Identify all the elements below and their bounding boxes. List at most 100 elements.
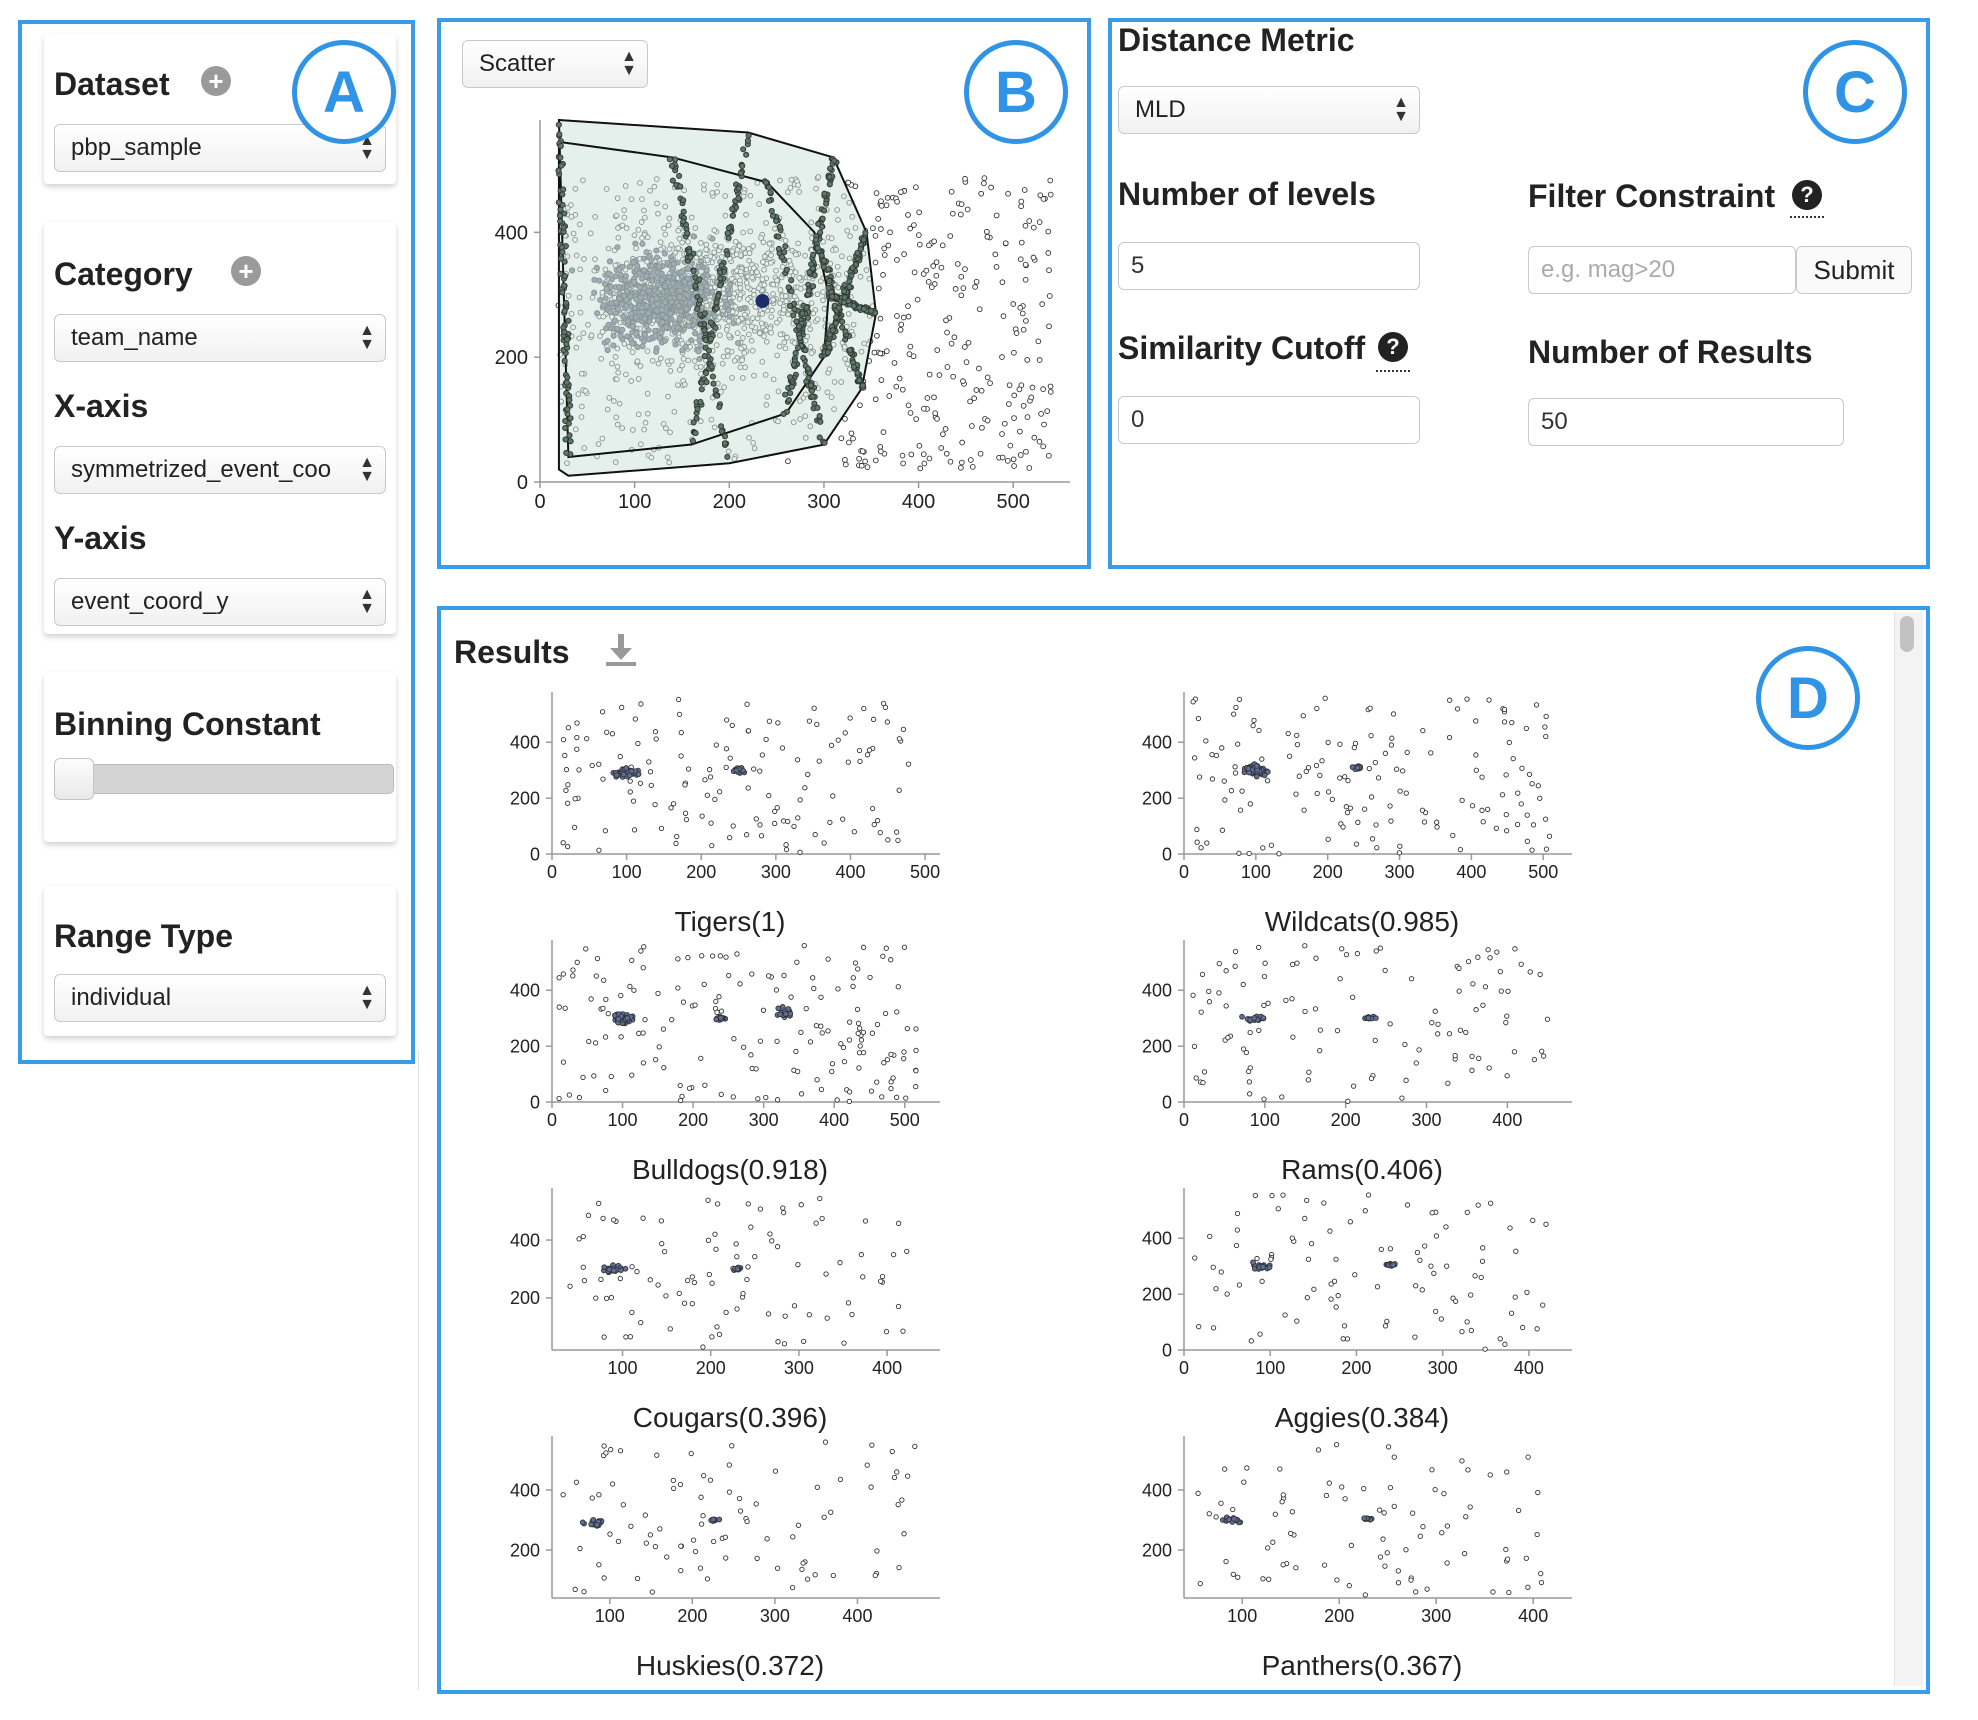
result-chart-bulldogs[interactable]: 0 100 200 300 400 500 0 200 400 bbox=[480, 932, 950, 1142]
filter-constraint-input[interactable]: e.g. mag>20 bbox=[1528, 246, 1796, 294]
scatter-point bbox=[729, 722, 735, 729]
scatter-point bbox=[1494, 949, 1500, 955]
download-icon[interactable] bbox=[604, 632, 638, 668]
scatter-point bbox=[1504, 1556, 1511, 1562]
levels-input[interactable]: 5 bbox=[1118, 242, 1420, 290]
scatter-point bbox=[706, 766, 713, 773]
scatter-point bbox=[1289, 1509, 1295, 1515]
scatter-point bbox=[1317, 1027, 1324, 1033]
filter-help-icon[interactable]: ? bbox=[1792, 180, 1822, 210]
number-of-results-input[interactable]: 50 bbox=[1528, 398, 1844, 446]
scatter-point bbox=[1420, 727, 1426, 734]
scatter-point bbox=[1428, 1263, 1434, 1269]
result-label-wildcats: Wildcats(0.985) bbox=[1264, 906, 1460, 937]
scatter-point bbox=[1349, 764, 1356, 770]
scatter-point bbox=[859, 448, 866, 455]
results-scrollbar[interactable] bbox=[1894, 612, 1923, 1686]
scatter-point bbox=[1486, 697, 1492, 703]
range-type-select[interactable]: individual ▲ ▼ bbox=[54, 974, 386, 1022]
scatter-point bbox=[1525, 1454, 1531, 1460]
binning-label: Binning Constant bbox=[54, 706, 321, 742]
scatter-point bbox=[718, 1091, 724, 1098]
scatter-point bbox=[1041, 421, 1047, 428]
category-select[interactable]: team_name ▲ ▼ bbox=[54, 314, 386, 362]
scatter-point bbox=[629, 957, 635, 963]
binning-slider-handle[interactable] bbox=[54, 758, 94, 800]
result-chart-huskies[interactable]: 100 200 300 400 200 400 bbox=[480, 1428, 950, 1638]
x-tick-label: 400 bbox=[842, 1606, 872, 1626]
scatter-point bbox=[891, 360, 898, 366]
scatter-point bbox=[603, 996, 609, 1002]
scatter-point bbox=[1447, 697, 1453, 703]
result-chart-aggies[interactable]: 0 100 200 300 400 0 200 400 bbox=[1112, 1180, 1582, 1390]
scatter-point bbox=[717, 953, 723, 959]
scatter-point bbox=[654, 1452, 660, 1458]
add-dataset-icon[interactable]: + bbox=[201, 66, 231, 96]
scatter-point bbox=[581, 1277, 588, 1284]
scatter-point bbox=[574, 746, 580, 752]
scatter-point bbox=[916, 209, 923, 216]
distance-metric-select[interactable]: MLD ▲ ▼ bbox=[1118, 86, 1420, 134]
scatter-point bbox=[816, 434, 823, 441]
scatter-point bbox=[877, 315, 884, 322]
cutoff-help-underline bbox=[1376, 370, 1410, 372]
scatter-point bbox=[702, 777, 708, 783]
scatter-point bbox=[1337, 741, 1343, 747]
scatter-point bbox=[845, 1300, 852, 1306]
scatter-point bbox=[828, 1509, 834, 1515]
scatter-point bbox=[766, 718, 773, 724]
scatter-point bbox=[940, 431, 946, 438]
result-chart-wildcats[interactable]: 0 100 200 300 400 500 0 200 400 bbox=[1112, 684, 1582, 894]
xaxis-select[interactable]: symmetrized_event_coo ▲ ▼ bbox=[54, 446, 386, 494]
scatter-point bbox=[878, 448, 884, 455]
scatter-point bbox=[1294, 741, 1301, 748]
scatter-point bbox=[965, 339, 972, 346]
scatter-point bbox=[832, 320, 839, 327]
scatter-point bbox=[714, 1009, 720, 1015]
main-scatter-chart[interactable]: 0 100 200 300 400 500 0 200 400 bbox=[470, 100, 1080, 540]
results-scrollbar-thumb[interactable] bbox=[1900, 616, 1914, 652]
scatter-point bbox=[684, 1277, 691, 1284]
x-tick-label: 300 bbox=[1385, 862, 1415, 882]
binning-slider-track[interactable] bbox=[54, 764, 394, 794]
result-label-huskies: Huskies(0.372) bbox=[635, 1650, 825, 1681]
chart-type-select[interactable]: Scatter ▲ ▼ bbox=[462, 40, 648, 88]
scatter-point bbox=[1503, 1020, 1509, 1026]
scatter-point bbox=[634, 1575, 641, 1582]
scatter-point bbox=[900, 314, 907, 321]
scatter-point bbox=[1480, 1002, 1486, 1008]
scatter-point bbox=[878, 202, 885, 209]
scatter-point bbox=[782, 243, 789, 250]
result-chart-panthers[interactable]: 100 200 300 400 200 400 bbox=[1112, 1428, 1582, 1638]
result-chart-rams[interactable]: 0 100 200 300 400 0 200 400 bbox=[1112, 932, 1582, 1142]
scatter-point bbox=[1431, 1270, 1437, 1277]
scatter-point bbox=[825, 956, 831, 962]
scatter-point bbox=[635, 740, 641, 747]
scatter-point bbox=[889, 1448, 895, 1455]
scatter-point bbox=[701, 327, 708, 334]
result-chart-tigers[interactable]: 0 100 200 300 400 500 0 200 400 bbox=[480, 684, 950, 894]
panel-c-settings bbox=[1108, 18, 1930, 569]
scatter-point bbox=[1191, 755, 1198, 761]
result-chart-cougars[interactable]: 100 200 300 400 200 400 bbox=[480, 1180, 950, 1390]
scatter-point bbox=[702, 337, 709, 344]
scatter-point bbox=[1473, 718, 1479, 724]
scatter-point bbox=[856, 377, 863, 384]
cutoff-help-icon[interactable]: ? bbox=[1378, 332, 1408, 362]
scatter-point bbox=[767, 189, 774, 196]
similarity-cutoff-input[interactable]: 0 bbox=[1118, 396, 1420, 444]
dataset-label: Dataset bbox=[54, 66, 170, 102]
scatter-point bbox=[859, 382, 866, 389]
scatter-point bbox=[1028, 394, 1035, 401]
scatter-point bbox=[783, 842, 789, 848]
add-category-icon[interactable]: + bbox=[231, 256, 261, 286]
similarity-cutoff-label: Similarity Cutoff bbox=[1118, 330, 1366, 366]
yaxis-select[interactable]: event_coord_y ▲ ▼ bbox=[54, 578, 386, 626]
scatter-point bbox=[785, 397, 793, 404]
scatter-point bbox=[1282, 1312, 1288, 1318]
scatter-point bbox=[938, 264, 945, 271]
submit-button[interactable]: Submit bbox=[1796, 246, 1912, 294]
scatter-point bbox=[775, 720, 781, 726]
scatter-point bbox=[1195, 1490, 1201, 1496]
scatter-point bbox=[795, 1262, 801, 1268]
